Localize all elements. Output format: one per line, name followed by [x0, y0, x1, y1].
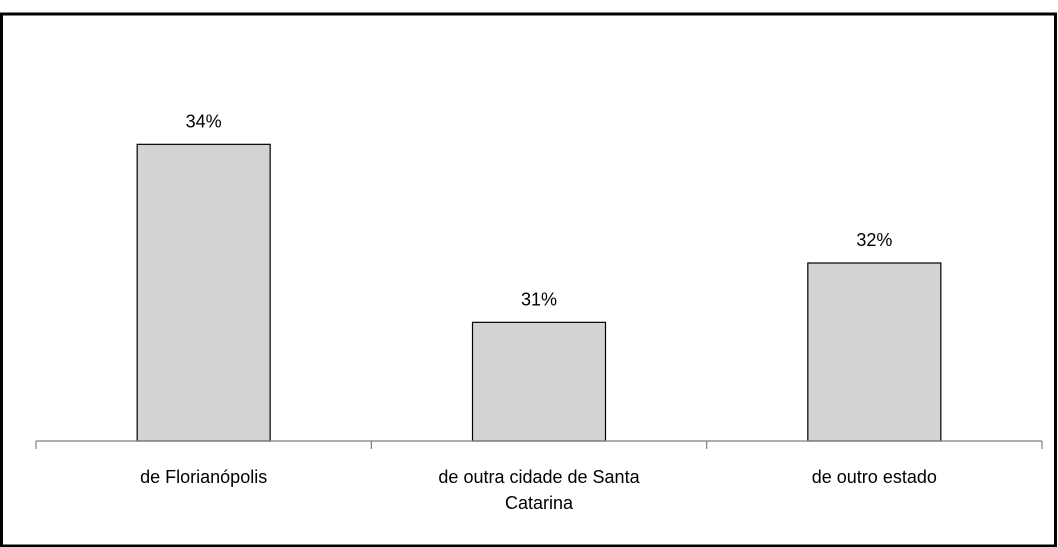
- bar: [471, 321, 607, 442]
- x-axis: [35, 440, 1043, 449]
- data-label: 32%: [856, 230, 892, 250]
- x-tick-label: de outro estado: [812, 467, 937, 487]
- x-tick-label: de outra cidade de Santa: [438, 467, 640, 487]
- data-label: 34%: [186, 111, 222, 131]
- x-tick-label: de Florianópolis: [140, 467, 267, 487]
- bar: [807, 262, 942, 442]
- labels-layer: 34% de Florianópolis 31% de outra cidade de…: [140, 111, 937, 513]
- bars-layer: [136, 143, 942, 442]
- data-label: 31%: [521, 289, 557, 309]
- bar: [136, 143, 271, 442]
- x-tick-label: Catarina: [505, 493, 574, 513]
